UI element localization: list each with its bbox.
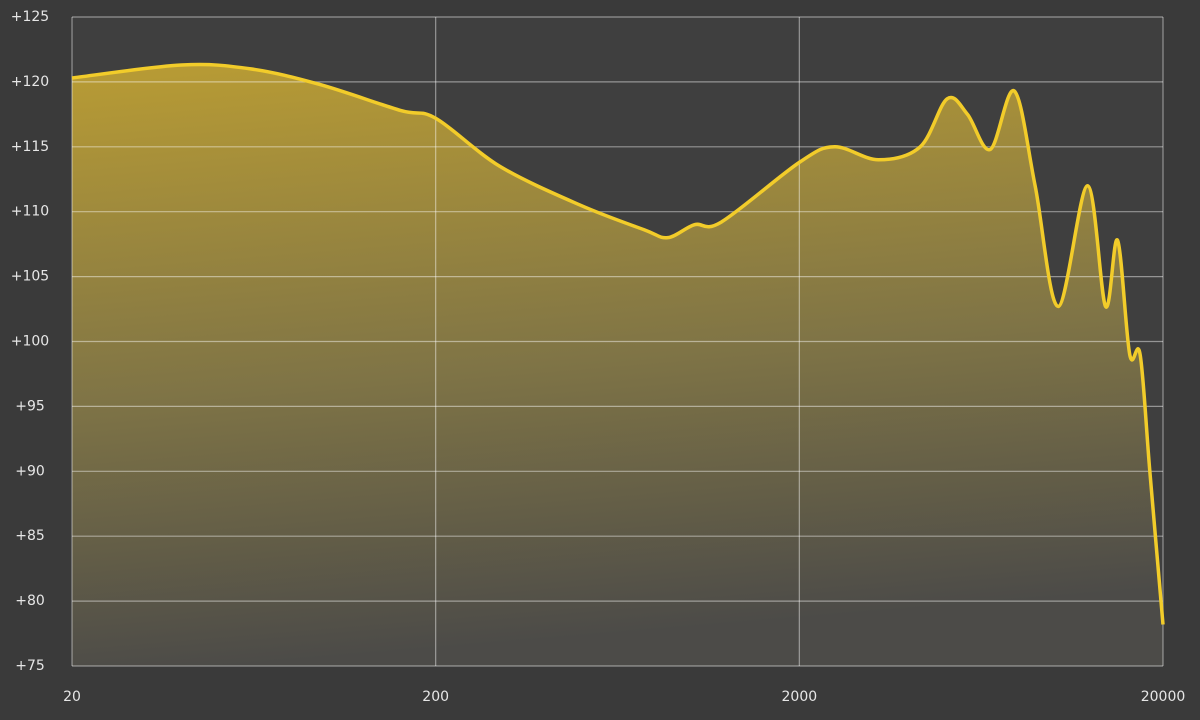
line [71,62,1165,625]
x-tick-label: 20000 [1141,689,1186,705]
area-fill [72,64,1163,667]
y-tick-label: +105 [11,269,49,285]
x-tick-label: 2000 [782,689,818,705]
x-tick-label: 200 [422,689,449,705]
y-tick-label: +110 [11,204,49,220]
y-tick-label: +120 [11,74,49,90]
y-tick-label: +75 [15,658,45,674]
y-tick-label: +100 [11,334,49,350]
y-tick-label: +80 [15,593,45,609]
y-tick-label: +115 [11,139,49,155]
y-tick-label: +85 [15,528,45,544]
y-tick-label: +95 [15,398,45,414]
x-tick-label: 20 [63,689,81,705]
y-tick-label: +90 [15,463,45,479]
y-tick-label: +125 [11,9,49,25]
